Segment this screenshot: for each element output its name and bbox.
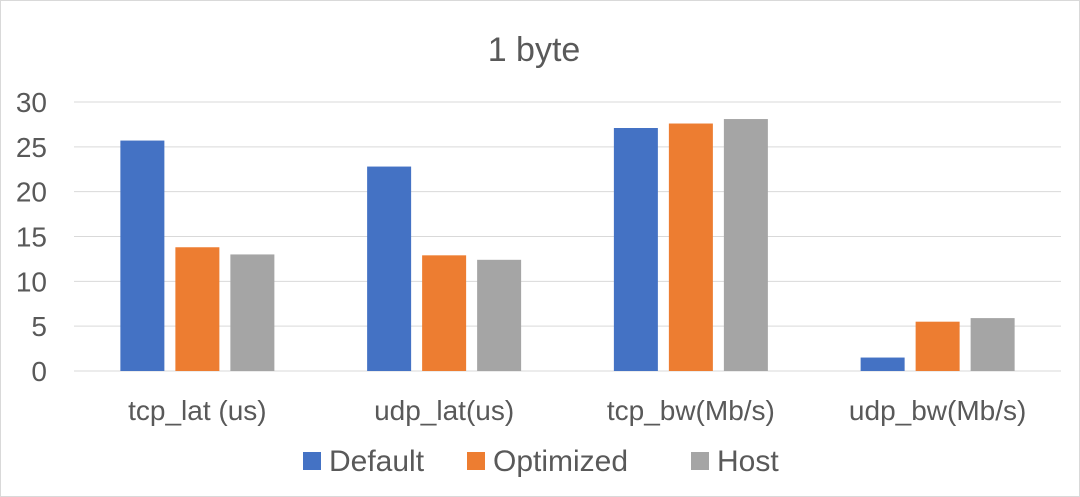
y-tick-label: 0: [31, 356, 47, 387]
y-tick-label: 30: [16, 87, 47, 118]
y-tick-label: 15: [16, 222, 47, 253]
gridlines: [74, 101, 1061, 372]
y-tick-label: 10: [16, 266, 47, 297]
bar-host-4: [970, 318, 1015, 371]
bar-optimized-3: [668, 123, 713, 372]
legend-swatch-default: [303, 452, 321, 470]
legend-swatch-host: [691, 452, 709, 470]
x-category-label: tcp_bw(Mb/s): [607, 395, 775, 426]
bar-default-3: [613, 128, 658, 371]
bar-default-4: [860, 357, 905, 371]
legend: Default Optimized Host: [303, 445, 779, 478]
bar-host-1: [230, 254, 275, 371]
legend-label-default: Default: [329, 445, 425, 478]
x-category-label: udp_bw(Mb/s): [849, 395, 1026, 426]
bar-optimized-4: [915, 321, 960, 371]
bar-optimized-1: [175, 247, 220, 371]
legend-swatch-optimized: [467, 452, 485, 470]
chart-title: 1 byte: [488, 31, 581, 69]
bar-host-2: [477, 259, 522, 371]
bar-host-3: [723, 119, 768, 371]
y-tick-label: 25: [16, 132, 47, 163]
y-axis-ticks: 0 5 10 15 20 25 30: [16, 87, 47, 387]
bar-default-2: [367, 166, 412, 371]
bars: [120, 119, 1015, 372]
y-tick-label: 5: [31, 311, 47, 342]
legend-label-optimized: Optimized: [493, 445, 628, 478]
bar-default-1: [120, 140, 165, 371]
bar-optimized-2: [422, 255, 467, 371]
x-category-label: tcp_lat (us): [128, 395, 267, 426]
x-category-label: udp_lat(us): [374, 395, 514, 426]
y-tick-label: 20: [16, 177, 47, 208]
legend-label-host: Host: [717, 445, 779, 478]
x-axis-categories: tcp_lat (us) udp_lat(us) tcp_bw(Mb/s) udp_b…: [128, 395, 1026, 426]
